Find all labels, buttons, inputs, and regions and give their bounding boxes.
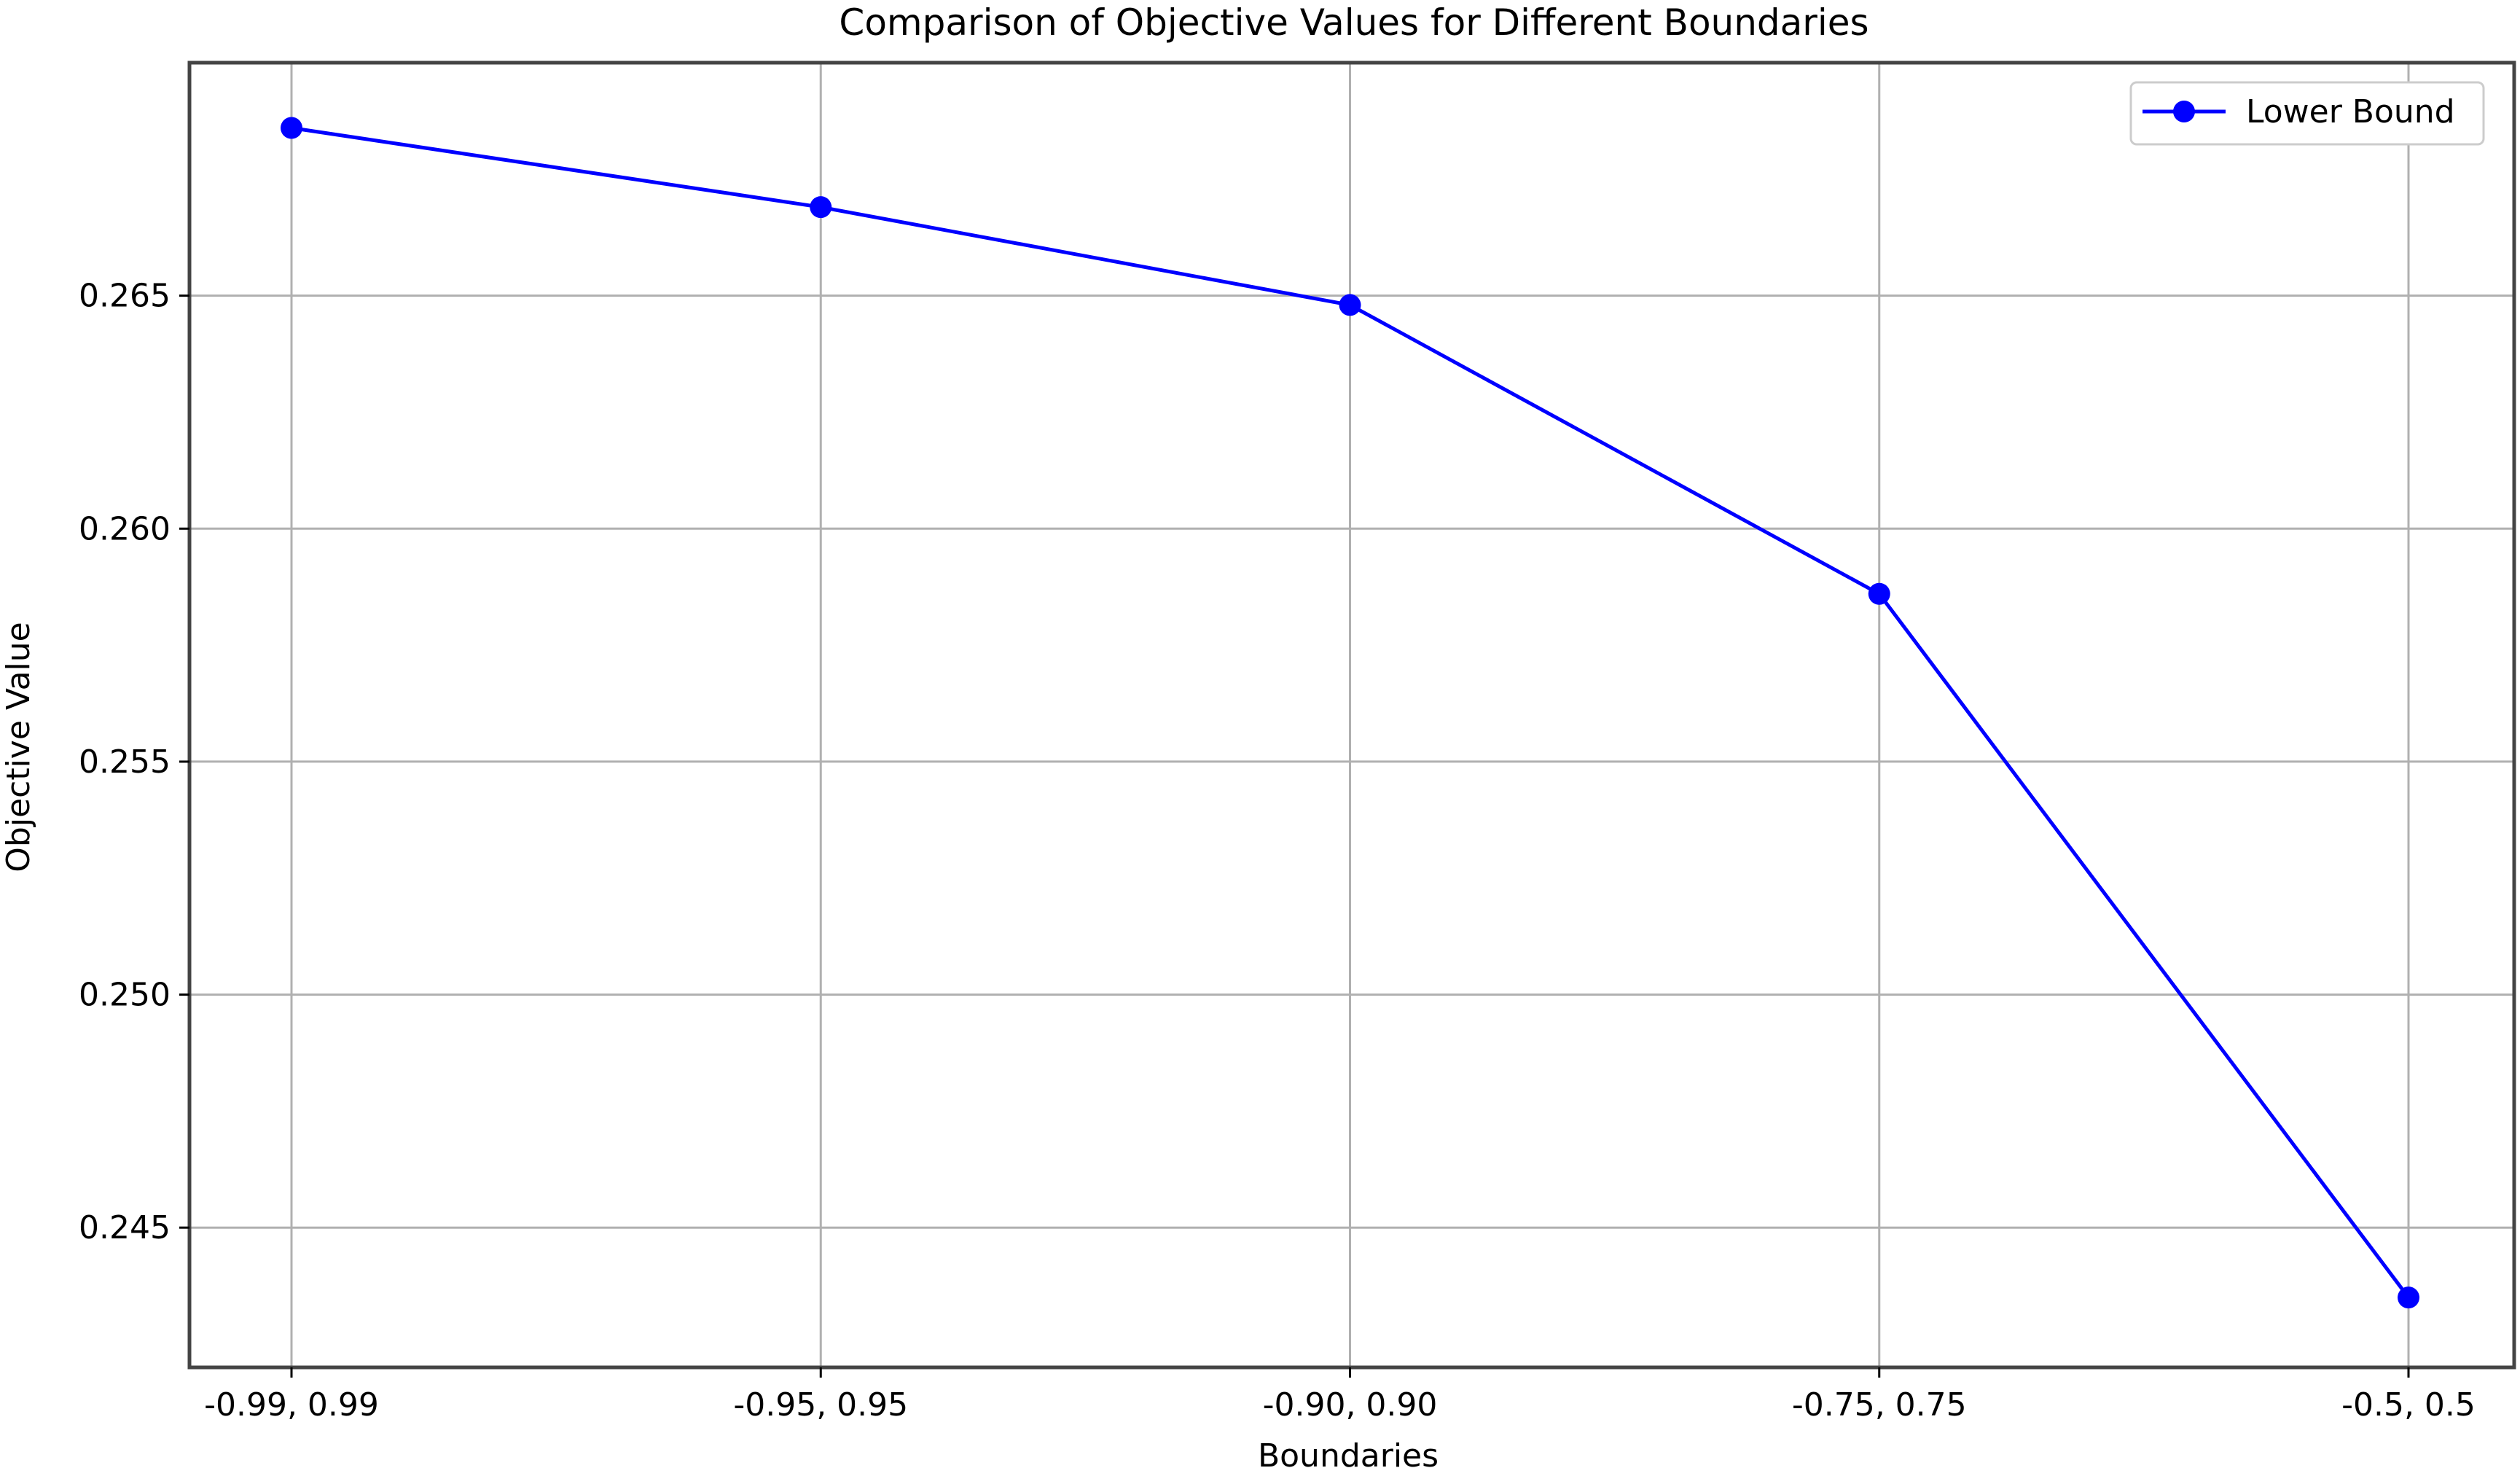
y-tick-label: 0.250 bbox=[79, 977, 171, 1014]
x-axis-label: Boundaries bbox=[1258, 1437, 1439, 1473]
y-tick-label: 0.255 bbox=[79, 743, 171, 781]
data-point-marker bbox=[281, 117, 302, 139]
data-point-marker bbox=[1868, 582, 1890, 605]
gridlines bbox=[189, 63, 2514, 1367]
data-point-marker bbox=[2398, 1286, 2419, 1309]
chart-title: Comparison of Objective Values for Diffe… bbox=[839, 1, 1869, 44]
legend-series-label: Lower Bound bbox=[2246, 93, 2455, 130]
x-tick-label: -0.99, 0.99 bbox=[204, 1386, 379, 1424]
x-tick-label: -0.90, 0.90 bbox=[1263, 1386, 1438, 1424]
x-tick-label: -0.95, 0.95 bbox=[733, 1386, 908, 1424]
x-tick-label: -0.5, 0.5 bbox=[2341, 1386, 2476, 1424]
x-tick-label: -0.75, 0.75 bbox=[1792, 1386, 1967, 1424]
legend: Lower Bound bbox=[2129, 81, 2485, 146]
x-axis-ticks: -0.99, 0.99 -0.95, 0.95 -0.90, 0.90 -0.75, … bbox=[204, 1367, 2476, 1424]
y-axis-label: Objective Value bbox=[0, 622, 37, 872]
series-layer bbox=[281, 117, 2419, 1309]
y-tick-label: 0.265 bbox=[79, 278, 171, 315]
legend-series-marker bbox=[2173, 101, 2195, 122]
plot-frame bbox=[187, 60, 2516, 1370]
data-point-marker bbox=[1339, 294, 1361, 316]
legend-box bbox=[2129, 81, 2485, 146]
data-point-marker bbox=[810, 196, 832, 219]
y-tick-label: 0.245 bbox=[79, 1209, 171, 1246]
y-axis-ticks: 0.245 0.250 0.255 0.260 0.265 bbox=[79, 278, 189, 1246]
y-tick-label: 0.260 bbox=[79, 510, 171, 547]
